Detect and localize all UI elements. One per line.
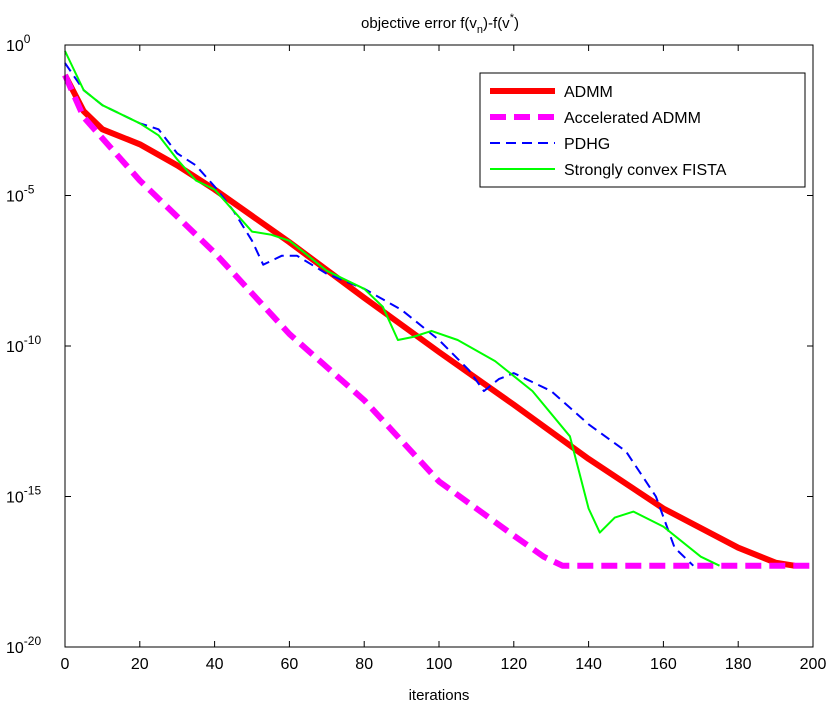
y-tick-label: 10-15 bbox=[6, 484, 41, 507]
x-tick-label: 0 bbox=[61, 656, 70, 673]
series-layer bbox=[62, 50, 813, 569]
chart-title: objective error f(vn)-f(v*) bbox=[361, 12, 519, 36]
x-tick-label: 140 bbox=[575, 656, 602, 673]
x-tick-label: 100 bbox=[426, 656, 453, 673]
legend-label-1: Accelerated ADMM bbox=[564, 110, 701, 127]
series-line-2 bbox=[64, 62, 694, 567]
x-tick-label: 200 bbox=[800, 656, 827, 673]
x-axis: 0 20 40 60 80 100 120 140 160 180 200 bbox=[61, 45, 827, 673]
y-axis: 100 10-5 10-10 10-15 10-20 bbox=[6, 32, 813, 657]
x-tick-label: 80 bbox=[355, 656, 373, 673]
legend-label-0: ADMM bbox=[564, 84, 613, 101]
legend-label-2: PDHG bbox=[564, 136, 610, 153]
y-tick-label: 10-20 bbox=[6, 634, 41, 657]
y-tick-label: 10-5 bbox=[6, 183, 35, 206]
x-tick-label: 120 bbox=[500, 656, 527, 673]
legend-label-3: Strongly convex FISTA bbox=[564, 162, 727, 179]
series-line-1 bbox=[62, 73, 813, 569]
series-line-0 bbox=[62, 73, 795, 569]
series-line-3 bbox=[64, 50, 720, 567]
x-tick-label: 180 bbox=[725, 656, 752, 673]
x-tick-label: 20 bbox=[131, 656, 149, 673]
legend: ADMM Accelerated ADMM PDHG Strongly convex … bbox=[479, 72, 806, 188]
y-tick-label: 10-10 bbox=[6, 333, 41, 356]
y-tick-label: 100 bbox=[6, 32, 31, 55]
x-tick-label: 60 bbox=[281, 656, 299, 673]
x-tick-label: 160 bbox=[650, 656, 677, 673]
x-axis-label: iterations bbox=[409, 687, 470, 704]
x-tick-label: 40 bbox=[206, 656, 224, 673]
